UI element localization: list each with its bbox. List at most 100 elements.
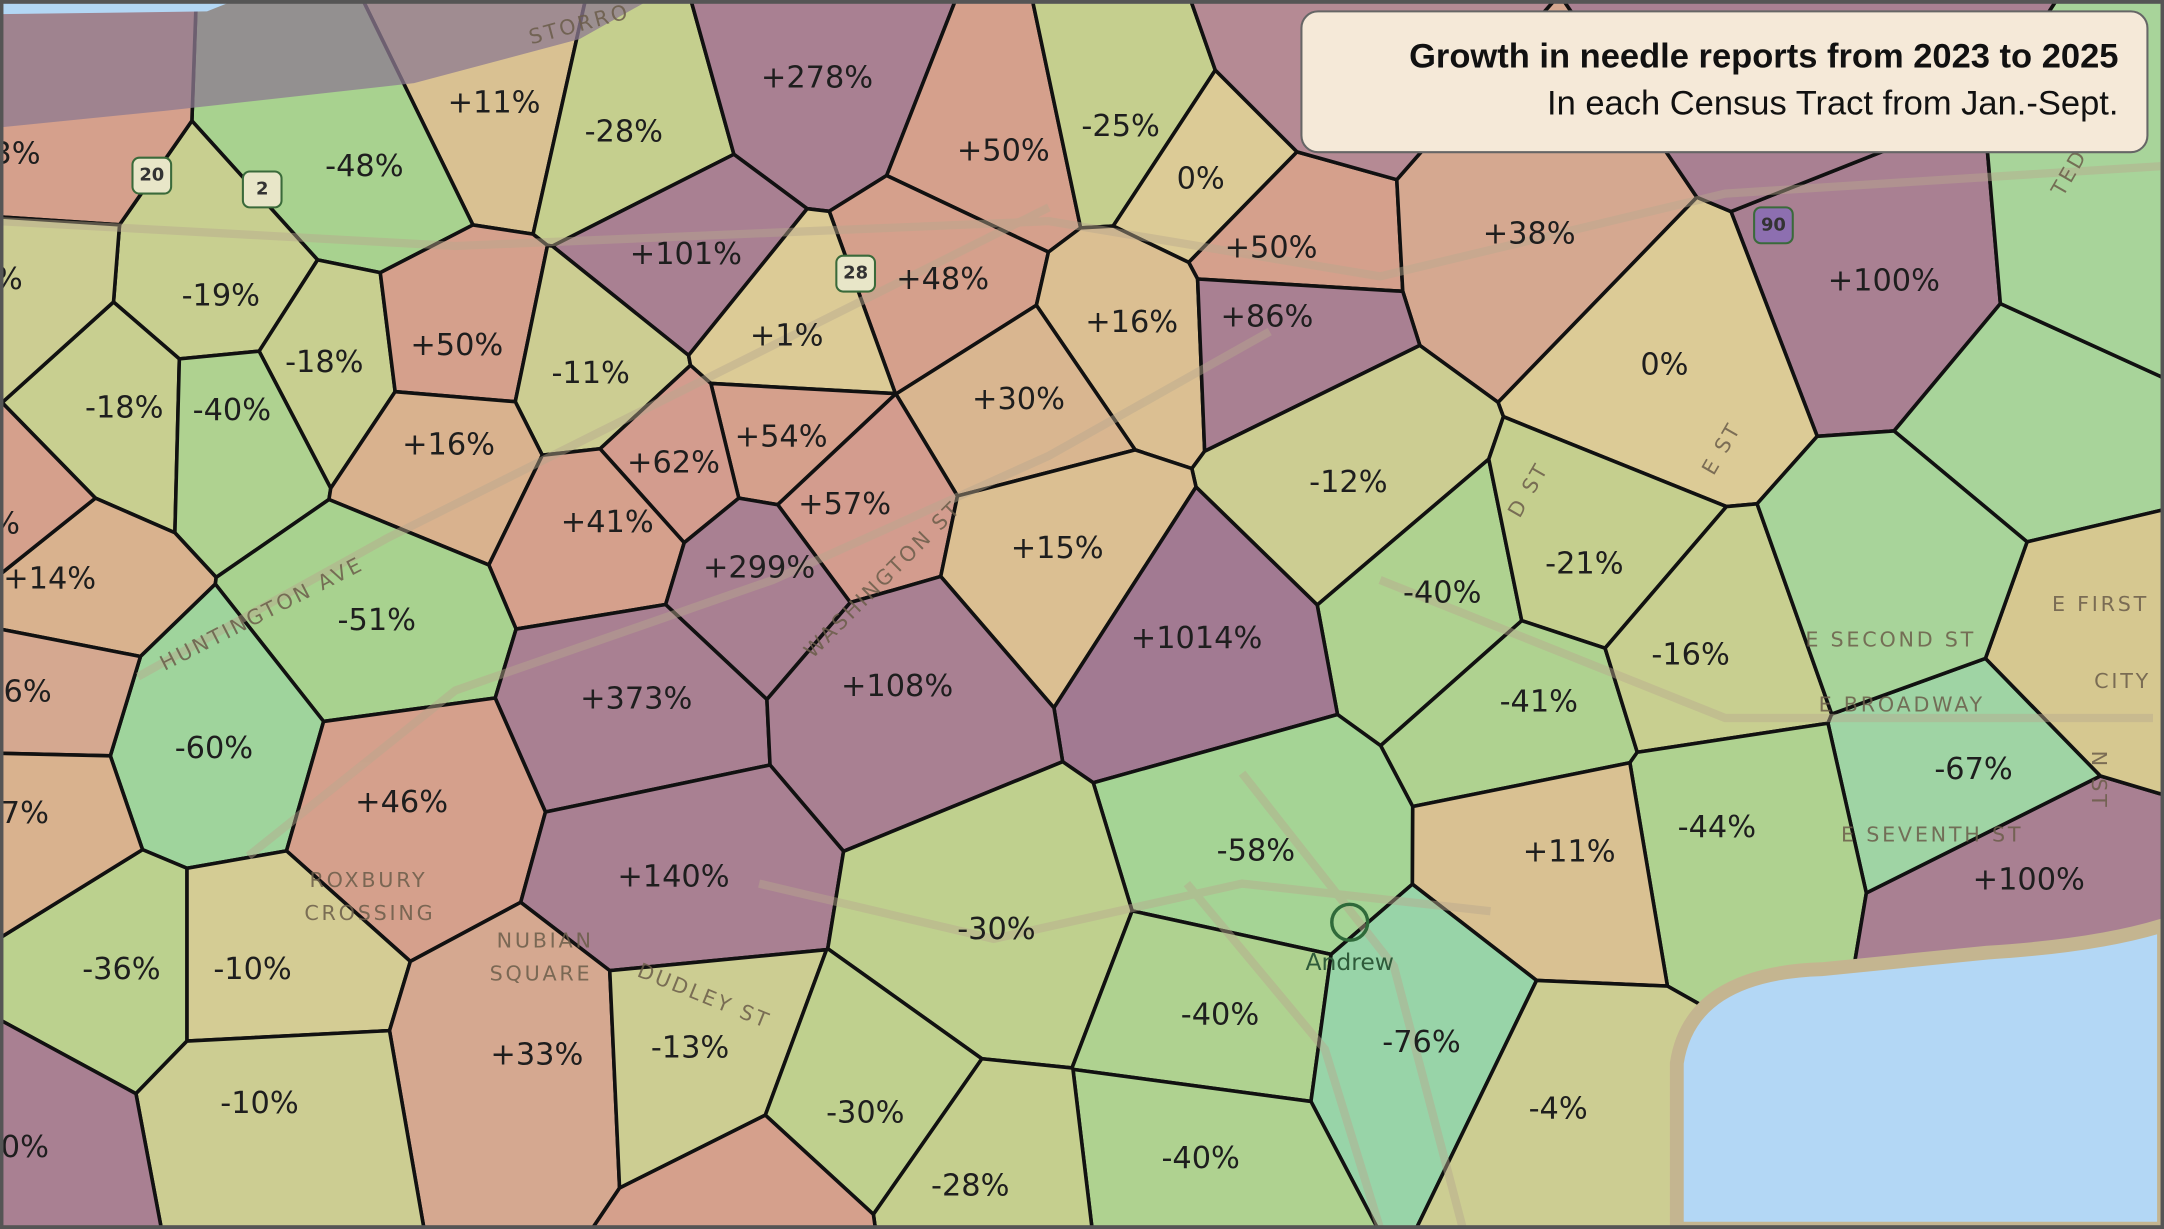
tract-label: % [0, 506, 20, 541]
harbor [1669, 917, 2164, 1229]
route-shield [835, 254, 877, 293]
tract-label: +41% [561, 505, 654, 540]
tract-label: 3% [0, 136, 41, 171]
tract-label: 0% [1640, 348, 1688, 383]
tract-label: 0% [1177, 161, 1225, 196]
station-icon [1330, 902, 1370, 942]
tract [1755, 429, 2029, 716]
street-label: E SECOND ST [1805, 628, 1976, 652]
legend-box: Growth in needle reports from 2023 to 20… [1300, 10, 2149, 154]
tract [589, 1113, 878, 1229]
river [0, 0, 649, 128]
tract-label: -25% [1081, 109, 1159, 144]
route-number: 20 [139, 165, 164, 186]
tract-label: 6% [4, 675, 52, 710]
tract-label: +299% [703, 550, 815, 585]
tract-label: -40% [193, 393, 271, 428]
tract-label: +50% [410, 328, 503, 363]
tract-label: +38% [1483, 216, 1576, 251]
legend-background [1300, 10, 2149, 154]
tract-label: -60% [175, 731, 253, 766]
tract-label: 0% [1, 1130, 49, 1165]
tract-label: -18% [85, 390, 163, 425]
tract [134, 1028, 426, 1229]
tract-label: +14% [3, 561, 96, 596]
tract-label: +57% [798, 487, 891, 522]
tract-label: -36% [82, 952, 160, 987]
street-label: E SEVENTH ST [1841, 822, 2023, 846]
tract-label: +11% [448, 85, 541, 120]
tract-label: +278% [761, 61, 873, 96]
street-label: CROSSING [304, 901, 435, 925]
tract-label: -67% [1934, 752, 2012, 787]
tract-label: -58% [1217, 833, 1295, 868]
tract-label: +100% [1828, 263, 1940, 298]
tract-label: -16% [1651, 637, 1729, 672]
tract [1983, 507, 2164, 797]
tract-label: +46% [355, 785, 448, 820]
route-number: 28 [843, 263, 868, 284]
tract-label: -44% [1678, 810, 1756, 845]
tract-label: -4% [1529, 1091, 1588, 1126]
tract [0, 1017, 164, 1229]
station-label: Andrew [1305, 948, 1394, 976]
street-label: CITY [2094, 669, 2151, 693]
route-shield [131, 156, 173, 195]
tract [0, 751, 145, 941]
tract-label: -30% [826, 1096, 904, 1131]
tract-label: -41% [1500, 684, 1578, 719]
roads [0, 161, 2164, 1229]
tract-label: -48% [325, 149, 403, 184]
tract-label: -12% [1309, 465, 1387, 500]
tract-label: +140% [617, 860, 729, 895]
tract-label: +15% [1011, 531, 1104, 566]
tract-label: +100% [1973, 862, 2085, 897]
street-label: SQUARE [490, 962, 593, 986]
tract-label: +16% [1085, 305, 1178, 340]
tract-label: +48% [896, 262, 989, 297]
tract [0, 215, 122, 405]
street-label: ROXBURY [310, 868, 428, 892]
tract-label: -10% [220, 1086, 298, 1121]
tract-label: -40% [1181, 998, 1259, 1033]
tract-label: -28% [585, 114, 663, 149]
tract-label: 7% [1, 796, 49, 831]
tract-label: -40% [1161, 1141, 1239, 1176]
route-number: 2 [256, 178, 268, 199]
route-number: 90 [1761, 214, 1786, 235]
title: Growth in needle reports from 2023 to 20… [1409, 37, 2118, 75]
street-label: E FIRST [2052, 592, 2149, 616]
tract-label: +86% [1220, 299, 1313, 334]
tract-label: +50% [1225, 230, 1318, 265]
tract-label: -51% [338, 603, 416, 638]
tract-label: +1014% [1131, 621, 1263, 656]
street-label: E BROADWAY [1819, 693, 1985, 717]
tract-label: -28% [931, 1169, 1009, 1204]
route-shield [1753, 206, 1794, 245]
tract-label: -18% [285, 345, 363, 380]
subtitle: In each Census Tract from Jan.-Sept. [1547, 84, 2118, 122]
tract-label: -21% [1545, 546, 1623, 581]
tract-label: +1% [750, 319, 824, 354]
tract-label: +50% [957, 134, 1050, 169]
tract-label: +108% [841, 669, 953, 704]
street-label: N ST [2087, 751, 2111, 810]
street-label: NUBIAN [497, 929, 594, 953]
tract-label: -11% [551, 356, 629, 391]
tract-label: -13% [651, 1031, 729, 1066]
tract-label: -76% [1382, 1025, 1460, 1060]
tract-label: -30% [957, 912, 1035, 947]
tract-label: +373% [580, 682, 692, 717]
tract-label: -19% [182, 279, 260, 314]
tract-label: +30% [972, 382, 1065, 417]
tract-label: -40% [1403, 575, 1481, 610]
tract-label: +54% [735, 419, 828, 454]
tract-label: +33% [490, 1038, 583, 1073]
tract-label: +101% [630, 237, 742, 272]
tract-label: +11% [1523, 835, 1616, 870]
tract-label: % [0, 262, 23, 297]
tract-label: -10% [213, 952, 291, 987]
tract [871, 1056, 1094, 1229]
